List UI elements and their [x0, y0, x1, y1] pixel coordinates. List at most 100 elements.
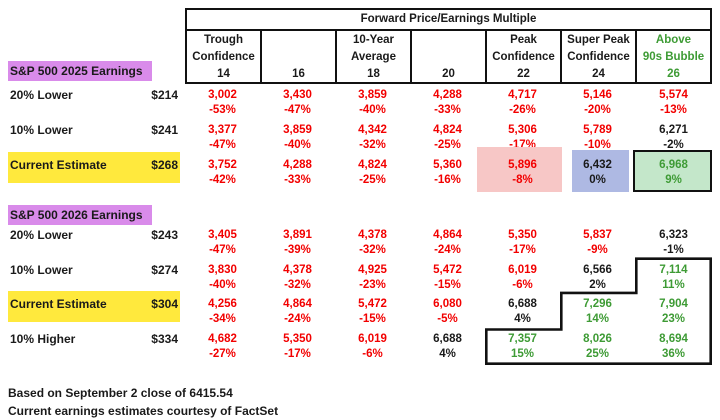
pct-cell: 14%: [585, 313, 610, 325]
value-cell: 5,837: [583, 229, 612, 241]
pct-cell: -2%: [663, 139, 684, 151]
eps-value: $241: [151, 123, 178, 137]
value-cell: 8,694: [659, 333, 688, 345]
value-cell: 6,271: [659, 124, 688, 136]
pct-cell: -47%: [209, 244, 236, 256]
value-cell: 3,377: [208, 124, 237, 136]
value-cell: 4,288: [433, 89, 462, 101]
pct-cell: -42%: [209, 174, 236, 186]
column-header-text: [262, 32, 335, 48]
pct-cell: -20%: [584, 104, 611, 116]
value-cell: 4,864: [283, 298, 312, 310]
value-cell: 4,378: [283, 264, 312, 276]
current-estimate-highlight: [8, 291, 180, 322]
pct-cell: -8%: [512, 174, 533, 186]
column-header-text: Average: [351, 51, 396, 63]
row-label: 20% Lower: [10, 88, 73, 102]
column-header-text: Super Peak: [567, 34, 630, 46]
eps-value: $334: [151, 332, 178, 346]
column-header-text: 10-Year: [353, 34, 394, 46]
value-cell: 5,789: [583, 124, 612, 136]
value-cell: 3,830: [208, 264, 237, 276]
section-highlight: [8, 205, 152, 225]
pct-cell: -13%: [660, 104, 687, 116]
pct-cell: 25%: [585, 348, 610, 360]
column-header-text: Confidence: [567, 51, 630, 63]
row-label: Current Estimate: [10, 158, 107, 172]
column-header-text: Peak: [510, 34, 537, 46]
pink-highlight-cell: [477, 147, 562, 192]
pct-cell: -17%: [509, 244, 536, 256]
pct-cell: -1%: [663, 244, 684, 256]
value-cell: 5,472: [358, 298, 387, 310]
column-header-text: Confidence: [492, 51, 555, 63]
value-cell: 4,824: [358, 159, 387, 171]
value-cell: 3,859: [283, 124, 312, 136]
current-estimate-highlight: [8, 152, 180, 183]
value-cell: 6,323: [659, 229, 688, 241]
value-cell: 4,288: [283, 159, 312, 171]
value-cell: 3,752: [208, 159, 237, 171]
pct-cell: -39%: [284, 244, 311, 256]
column-header-text: [412, 49, 485, 65]
value-cell: 4,824: [433, 124, 462, 136]
table-title: Forward Price/Earnings Multiple: [187, 10, 710, 31]
pct-cell: -47%: [284, 104, 311, 116]
column-header-14: Trough Confidence 14: [187, 31, 260, 82]
column-header-text: 14: [217, 68, 230, 80]
value-cell: 5,472: [433, 264, 462, 276]
value-cell: 6,968: [659, 159, 688, 171]
column-header-text: 90s Bubble: [642, 51, 705, 63]
value-cell: 3,891: [283, 229, 312, 241]
section-label: S&P 500 2026 Earnings: [10, 208, 143, 222]
column-header-text: Trough: [204, 34, 243, 46]
value-cell: 4,717: [508, 89, 537, 101]
value-cell: 4,682: [208, 333, 237, 345]
pct-cell: 23%: [661, 313, 686, 325]
value-cell: 7,357: [508, 333, 537, 345]
column-header-text: 24: [592, 68, 605, 80]
pct-cell: -15%: [359, 313, 386, 325]
pct-cell: 15%: [510, 348, 535, 360]
column-header-24: Super Peak Confidence 24: [560, 31, 635, 82]
pct-cell: -10%: [584, 139, 611, 151]
pct-cell: -32%: [359, 139, 386, 151]
column-header-text: 26: [667, 68, 680, 80]
pct-cell: -47%: [209, 139, 236, 151]
value-cell: 6,019: [358, 333, 387, 345]
column-header-text: 20: [442, 68, 455, 80]
pct-cell: -16%: [434, 174, 461, 186]
pct-cell: -33%: [434, 104, 461, 116]
value-cell: 6,080: [433, 298, 462, 310]
green-highlight-cell: [633, 150, 712, 192]
footnote-factset: Current earnings estimates courtesy of F…: [8, 404, 279, 418]
value-cell: 4,925: [358, 264, 387, 276]
column-header-text: 22: [517, 68, 530, 80]
value-cell: 4,864: [433, 229, 462, 241]
value-cell: 6,688: [433, 333, 462, 345]
footnote-close-basis: Based on September 2 close of 6415.54: [8, 386, 233, 400]
value-cell: 5,360: [433, 159, 462, 171]
pct-cell: 4%: [439, 348, 456, 360]
pct-cell: -40%: [284, 139, 311, 151]
pct-cell: -40%: [359, 104, 386, 116]
pct-cell: -26%: [509, 104, 536, 116]
pct-cell: -23%: [359, 279, 386, 291]
column-header-18: 10-Year Average 18: [335, 31, 410, 82]
value-cell: 4,256: [208, 298, 237, 310]
column-header-text: 18: [367, 68, 380, 80]
pct-cell: 11%: [662, 279, 685, 291]
pct-cell: -15%: [434, 279, 461, 291]
row-label: 10% Lower: [10, 263, 73, 277]
pct-cell: -6%: [512, 279, 533, 291]
column-header-text: 16: [292, 68, 305, 80]
pct-cell: 9%: [665, 174, 682, 186]
section-highlight: [8, 61, 152, 81]
value-cell: 8,026: [583, 333, 612, 345]
column-header-20: 20: [410, 31, 485, 82]
pct-cell: 36%: [661, 348, 686, 360]
pct-cell: -33%: [284, 174, 311, 186]
pct-cell: -24%: [434, 244, 461, 256]
pct-cell: -40%: [209, 279, 236, 291]
value-cell: 4,342: [358, 124, 387, 136]
